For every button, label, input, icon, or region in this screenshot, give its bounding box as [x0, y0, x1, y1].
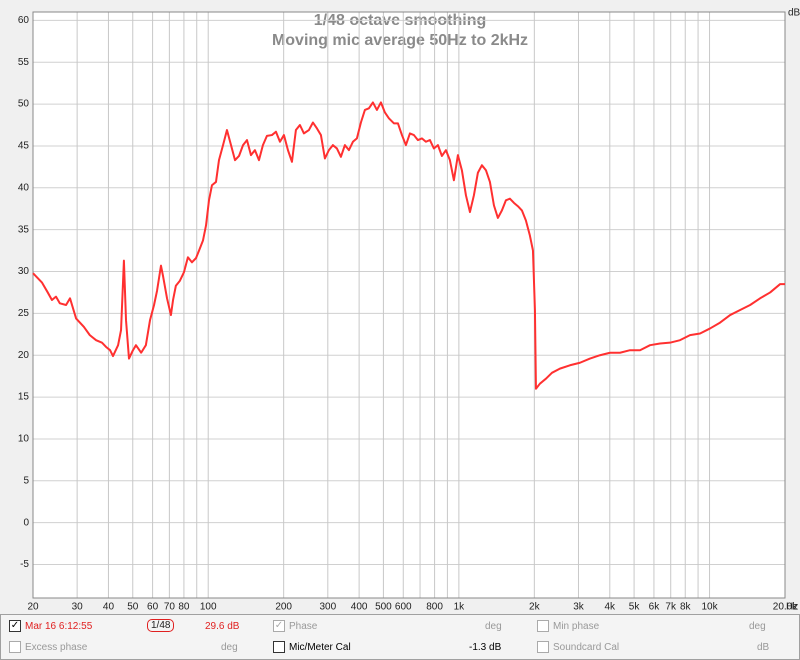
label: Phase	[289, 621, 318, 632]
y-tick-label: 0	[23, 517, 29, 528]
checkbox[interactable]	[273, 641, 285, 653]
x-tick-label: 40	[103, 602, 115, 613]
plot-area	[32, 11, 786, 599]
label: Min phase	[553, 621, 600, 632]
unit: deg	[485, 621, 502, 632]
level: 29.6 dB	[205, 621, 240, 632]
x-tick-label: 6k	[649, 602, 661, 613]
checkbox[interactable]: ✓	[273, 620, 285, 632]
y-tick-label: 40	[18, 182, 30, 193]
x-tick-label: 100	[200, 602, 217, 613]
x-tick-label: 8k	[680, 602, 692, 613]
y-tick-label: 5	[23, 475, 29, 486]
x-tick-label: 4k	[605, 602, 617, 613]
x-tick-label: 80	[178, 602, 190, 613]
x-tick-label: 5k	[629, 602, 641, 613]
x-tick-label: 2k	[529, 602, 541, 613]
y-tick-label: 15	[18, 392, 30, 403]
checkbox[interactable]	[9, 641, 21, 653]
y-tick-label: 35	[18, 224, 30, 235]
series-name: Mar 16 6:12:55	[25, 621, 93, 632]
y-tick-label: -5	[20, 559, 29, 570]
checkbox[interactable]	[537, 620, 549, 632]
y-unit: dB	[788, 8, 800, 19]
x-tick-label: 1k	[454, 602, 466, 613]
y-tick-label: 45	[18, 141, 30, 152]
checkbox[interactable]: ✓	[9, 620, 21, 632]
plot-area	[32, 11, 786, 599]
x-unit: Hz	[786, 602, 798, 613]
x-tick-label: 20.0k	[773, 602, 798, 613]
label: Mic/Meter Cal	[289, 642, 351, 653]
y-tick-label: 25	[18, 308, 30, 319]
x-tick-label: 3k	[573, 602, 585, 613]
x-tick-label: 800	[426, 602, 443, 613]
x-tick-label: 500	[375, 602, 392, 613]
unit: dB	[757, 642, 770, 653]
x-tick-label: 200	[275, 602, 292, 613]
x-tick-label: 600	[395, 602, 412, 613]
x-tick-label: 70	[164, 602, 176, 613]
y-tick-label: 60	[18, 15, 30, 26]
x-tick-label: 7k	[665, 602, 677, 613]
y-tick-label: 30	[18, 266, 30, 277]
value: -1.3 dB	[469, 642, 502, 653]
y-tick-label: 10	[18, 434, 30, 445]
unit: deg	[221, 642, 238, 653]
checkbox[interactable]	[537, 641, 549, 653]
x-tick-label: 300	[319, 602, 336, 613]
chart-subtitle: Moving mic average 50Hz to 2kHz	[272, 32, 528, 49]
x-tick-label: 400	[351, 602, 368, 613]
x-tick-label: 20	[27, 602, 39, 613]
chart: 1/48 octave smoothing Moving mic average…	[18, 8, 800, 613]
measurement-panel: ✓ Mar 16 6:12:55 1/48 29.6 dB ✓ Phase de…	[0, 614, 800, 660]
x-tick-label: 50	[127, 602, 139, 613]
smoothing[interactable]: 1/48	[147, 619, 175, 632]
label: Excess phase	[25, 642, 88, 653]
label: Soundcard Cal	[553, 642, 620, 653]
series-line	[32, 101, 785, 390]
x-tick-label: 10k	[701, 602, 718, 613]
x-tick-label: 60	[147, 602, 159, 613]
x-tick-label: 30	[72, 602, 84, 613]
y-tick-label: 20	[18, 350, 30, 361]
y-tick-label: 50	[18, 99, 30, 110]
y-tick-label: 55	[18, 57, 30, 68]
unit: deg	[749, 621, 766, 632]
